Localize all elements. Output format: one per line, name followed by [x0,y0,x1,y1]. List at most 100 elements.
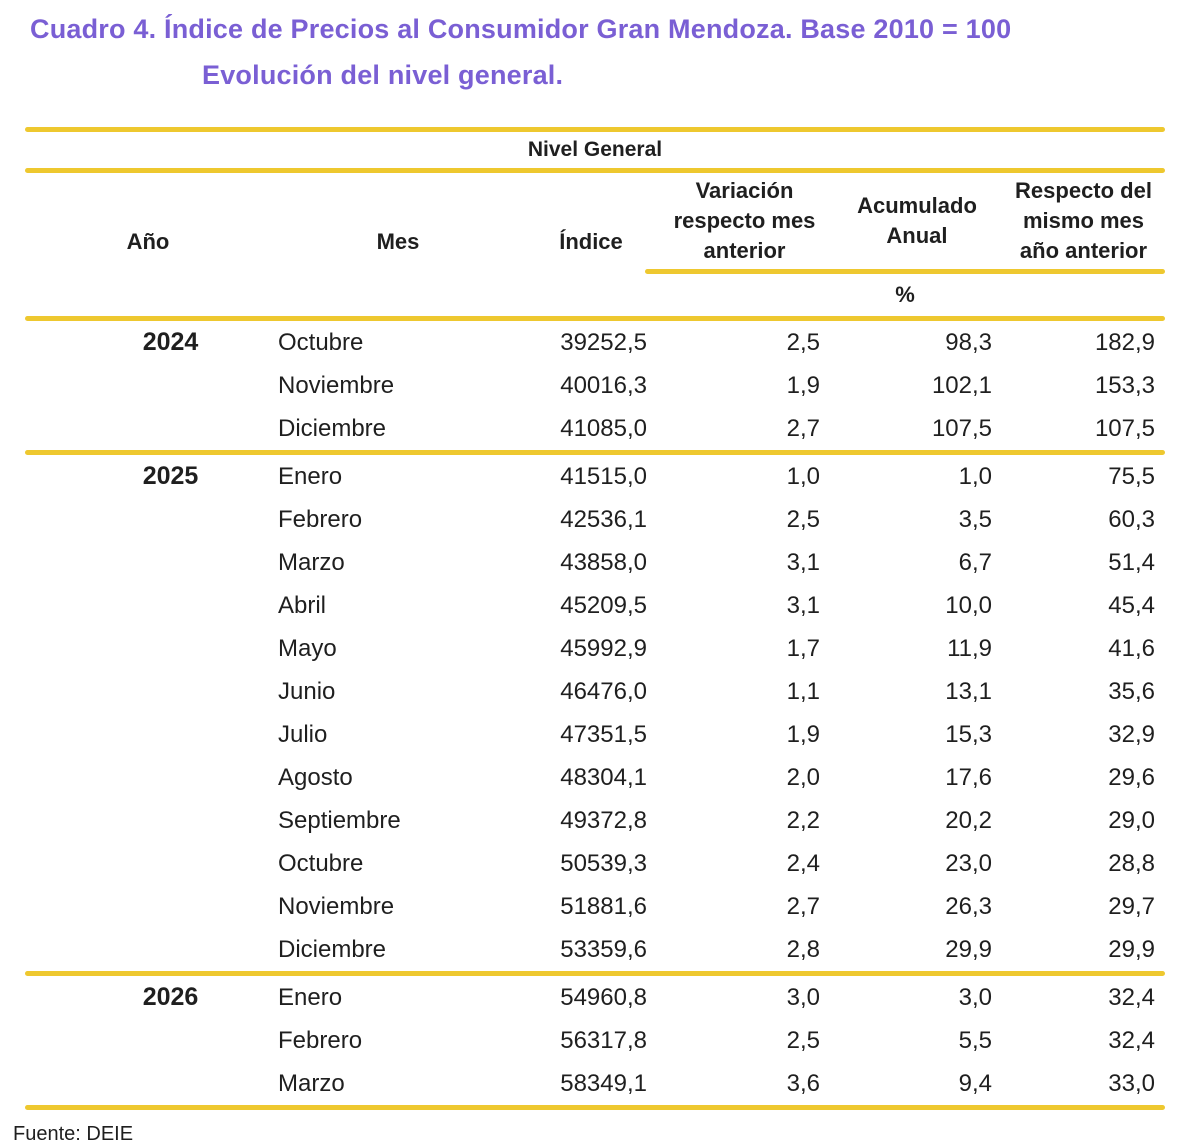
table-title: Cuadro 4. Índice de Precios al Consumido… [30,14,1200,91]
year-cell: 2025 [142,462,199,490]
column-header-mes: Mes [376,229,420,254]
value-cell: 28,8 [1108,849,1155,877]
value-cell: 1,9 [786,720,820,748]
month-cell: Diciembre [278,935,387,963]
value-cell: 2,8 [786,935,820,963]
column-header-indice: Índice [559,229,623,254]
month-cell: Octubre [278,849,364,877]
unit-row: % [25,274,1165,316]
table-row: Marzo 43858,0 3,1 6,7 51,4 [25,541,1165,584]
percent-columns-rule [645,269,1165,274]
value-cell: 54960,8 [560,983,647,1011]
group-separator-rule [25,450,1165,455]
value-cell: 3,0 [958,983,992,1011]
month-cell: Diciembre [278,414,387,442]
value-cell: 11,9 [947,634,992,662]
value-cell: 3,0 [786,983,820,1011]
value-cell: 17,6 [945,763,992,791]
column-header-ano: Año [126,229,170,254]
month-cell: Enero [278,462,343,490]
table-row: Febrero 56317,8 2,5 5,5 32,4 [25,1019,1165,1062]
value-cell: 1,0 [786,462,820,490]
value-cell: 2,2 [786,806,820,834]
value-cell: 153,3 [1094,371,1155,399]
month-cell: Febrero [278,1026,363,1054]
value-cell: 51,4 [1108,548,1155,576]
column-header-respecto-label: Respecto del mismo mes año anterior [1015,178,1152,263]
value-cell: 2,0 [786,763,820,791]
cpi-table: Nivel General Año Mes Índice Variación r… [25,127,1165,1110]
value-cell: 1,7 [786,634,820,662]
table-row: Noviembre 40016,3 1,9 102,1 153,3 [25,364,1165,407]
value-cell: 33,0 [1108,1069,1155,1097]
value-cell: 43858,0 [560,548,647,576]
table-row: Abril 45209,5 3,1 10,0 45,4 [25,584,1165,627]
value-cell: 40016,3 [560,371,647,399]
table-row: 2024 Octubre 39252,5 2,5 98,3 182,9 [25,321,1165,364]
value-cell: 32,9 [1108,720,1155,748]
percent-columns-rule-row [25,269,1165,274]
value-cell: 3,5 [958,505,992,533]
table-row: 2026 Enero 54960,8 3,0 3,0 32,4 [25,976,1165,1019]
table-row: Noviembre 51881,6 2,7 26,3 29,7 [25,885,1165,928]
value-cell: 60,3 [1108,505,1155,533]
year-cell: 2026 [142,983,199,1011]
value-cell: 5,5 [958,1026,992,1054]
table-row: Diciembre 53359,6 2,8 29,9 29,9 [25,928,1165,971]
value-cell: 58349,1 [560,1069,647,1097]
value-cell: 32,4 [1108,983,1155,1011]
value-cell: 20,2 [945,806,992,834]
value-cell: 9,4 [958,1069,992,1097]
table-row: Octubre 50539,3 2,4 23,0 28,8 [25,842,1165,885]
year-cell: 2024 [142,328,199,356]
value-cell: 98,3 [945,328,992,356]
value-cell: 32,4 [1108,1026,1155,1054]
bottom-rule [25,1105,1165,1110]
value-cell: 1,0 [958,462,992,490]
month-cell: Abril [278,591,327,619]
month-cell: Noviembre [278,371,395,399]
top-rule [25,127,1165,132]
value-cell: 75,5 [1108,462,1155,490]
column-header-respecto: Respecto del mismo mes año anterior [1002,173,1165,269]
unit-label: % [895,282,915,307]
value-cell: 1,1 [786,677,820,705]
month-cell: Septiembre [278,806,401,834]
value-cell: 29,9 [1108,935,1155,963]
table-row: Septiembre 49372,8 2,2 20,2 29,0 [25,799,1165,842]
value-cell: 53359,6 [560,935,647,963]
group-separator-rule [25,971,1165,976]
value-cell: 49372,8 [560,806,647,834]
value-cell: 2,5 [786,328,820,356]
value-cell: 102,1 [931,371,992,399]
value-cell: 182,9 [1094,328,1155,356]
value-cell: 45,4 [1108,591,1155,619]
table-row: Julio 47351,5 1,9 15,3 32,9 [25,713,1165,756]
value-cell: 15,3 [945,720,992,748]
value-cell: 39252,5 [560,328,647,356]
value-cell: 6,7 [958,548,992,576]
value-cell: 45209,5 [560,591,647,619]
month-cell: Julio [278,720,328,748]
value-cell: 29,7 [1108,892,1155,920]
month-cell: Noviembre [278,892,395,920]
column-header-variacion: Variación respecto mes anterior [657,173,832,269]
column-header-row: Año Mes Índice Variación respecto mes an… [25,173,1165,269]
table-row: Diciembre 41085,0 2,7 107,5 107,5 [25,407,1165,450]
column-header-acumulado: Acumulado Anual [832,173,1002,269]
value-cell: 35,6 [1108,677,1155,705]
value-cell: 50539,3 [560,849,647,877]
table-row: Febrero 42536,1 2,5 3,5 60,3 [25,498,1165,541]
value-cell: 56317,8 [560,1026,647,1054]
value-cell: 45992,9 [560,634,647,662]
value-cell: 13,1 [945,677,992,705]
value-cell: 47351,5 [560,720,647,748]
value-cell: 42536,1 [560,505,647,533]
value-cell: 107,5 [931,414,992,442]
column-header-acumulado-label: Acumulado Anual [857,193,977,248]
month-cell: Octubre [278,328,364,356]
month-cell: Junio [278,677,336,705]
table-body: 2024 Octubre 39252,5 2,5 98,3 182,9 Noviembre 4… [25,321,1165,1105]
value-cell: 29,6 [1108,763,1155,791]
